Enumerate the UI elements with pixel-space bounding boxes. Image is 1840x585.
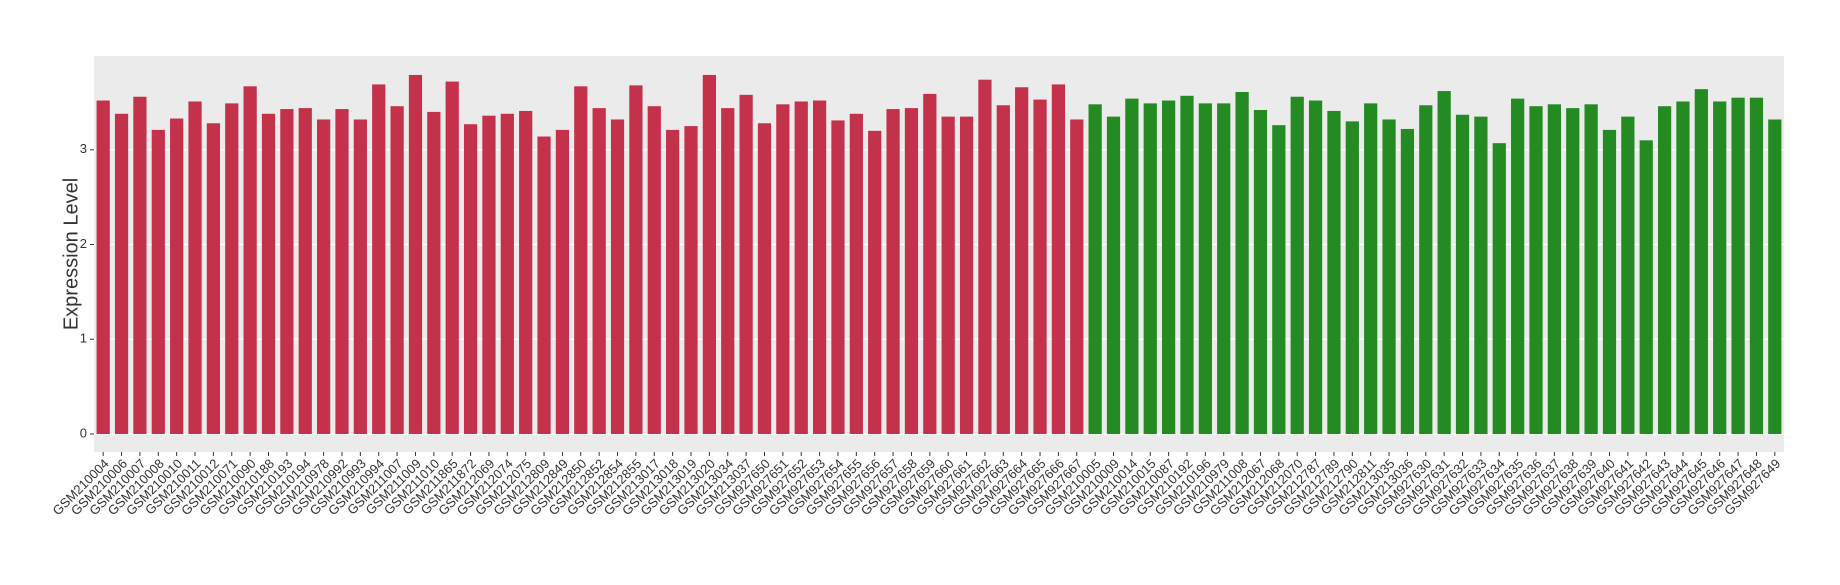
bar xyxy=(941,116,955,434)
bar xyxy=(1474,116,1488,434)
y-tick-label: 0 xyxy=(80,425,87,440)
bar xyxy=(1455,114,1470,434)
bar xyxy=(133,96,147,434)
bar xyxy=(317,119,331,434)
bar xyxy=(519,110,533,435)
bar xyxy=(1235,92,1249,434)
bar xyxy=(1290,96,1304,434)
bar xyxy=(1106,116,1121,434)
bar xyxy=(721,108,735,435)
bar xyxy=(1308,100,1323,435)
bar xyxy=(1382,119,1396,434)
bar xyxy=(1694,89,1708,434)
bar xyxy=(1162,100,1176,435)
bar xyxy=(1180,95,1194,434)
bar xyxy=(1547,104,1561,434)
bar xyxy=(206,123,221,435)
bar xyxy=(776,104,790,434)
bar xyxy=(1639,140,1653,434)
bar xyxy=(996,105,1010,435)
bar xyxy=(849,113,863,434)
bar xyxy=(243,86,257,434)
bar xyxy=(1419,105,1433,435)
bar xyxy=(225,103,239,435)
bar xyxy=(886,109,900,434)
bar xyxy=(592,108,606,435)
bar xyxy=(1125,98,1139,434)
bar xyxy=(794,101,808,434)
bar xyxy=(1051,84,1066,434)
bar xyxy=(1749,97,1764,435)
bar xyxy=(702,74,716,435)
bar xyxy=(188,101,202,434)
bar xyxy=(757,123,772,435)
bar xyxy=(500,113,514,434)
bar xyxy=(1088,104,1102,434)
y-axis-title: Expression Level xyxy=(60,178,82,330)
bar xyxy=(1015,87,1029,435)
bar xyxy=(904,108,919,435)
bar xyxy=(1437,91,1451,434)
y-tick-label: 1 xyxy=(80,331,87,346)
bar xyxy=(1731,97,1745,435)
bar xyxy=(372,84,386,434)
bar xyxy=(1511,98,1525,434)
bar xyxy=(151,129,165,435)
bar xyxy=(1492,143,1506,434)
bar xyxy=(647,106,661,435)
bar xyxy=(1400,128,1415,434)
bar xyxy=(96,100,110,435)
bar xyxy=(1070,119,1084,434)
bar xyxy=(1345,121,1359,435)
bar xyxy=(1327,110,1341,435)
bar xyxy=(1198,103,1212,435)
y-tick-label: 2 xyxy=(80,236,87,251)
bar xyxy=(298,108,312,435)
bar xyxy=(666,129,680,435)
bar xyxy=(1621,116,1635,434)
bar xyxy=(335,109,349,434)
bar xyxy=(1676,101,1690,434)
bar xyxy=(427,111,441,434)
bar xyxy=(280,109,294,434)
bar xyxy=(923,93,937,434)
bar xyxy=(1566,108,1580,435)
bar xyxy=(390,106,404,435)
bar xyxy=(1768,119,1782,434)
bar xyxy=(610,119,625,434)
bar xyxy=(170,118,184,435)
bar xyxy=(684,126,698,435)
bar xyxy=(1657,106,1672,435)
bar xyxy=(629,85,643,435)
bar xyxy=(1713,101,1727,434)
bar xyxy=(1602,129,1617,435)
bar xyxy=(1033,99,1047,434)
bar xyxy=(831,120,845,434)
bar xyxy=(1584,104,1598,434)
bar xyxy=(1272,125,1286,434)
bar xyxy=(114,113,129,434)
bar xyxy=(445,81,459,434)
bar xyxy=(555,129,570,435)
bar xyxy=(537,136,551,435)
bar xyxy=(868,130,882,434)
bar xyxy=(482,115,496,435)
y-tick-label: 3 xyxy=(80,141,87,156)
bar xyxy=(959,116,974,434)
bar xyxy=(1364,103,1378,435)
bar xyxy=(353,119,367,434)
bar xyxy=(739,94,753,434)
bar xyxy=(812,100,827,435)
bar xyxy=(261,113,276,434)
bar xyxy=(574,86,588,434)
bar xyxy=(1529,106,1543,435)
bar xyxy=(1143,103,1157,435)
bar xyxy=(978,79,992,435)
bar xyxy=(1253,110,1268,434)
bar xyxy=(1217,103,1231,435)
bar xyxy=(408,74,423,435)
bar xyxy=(463,124,478,435)
